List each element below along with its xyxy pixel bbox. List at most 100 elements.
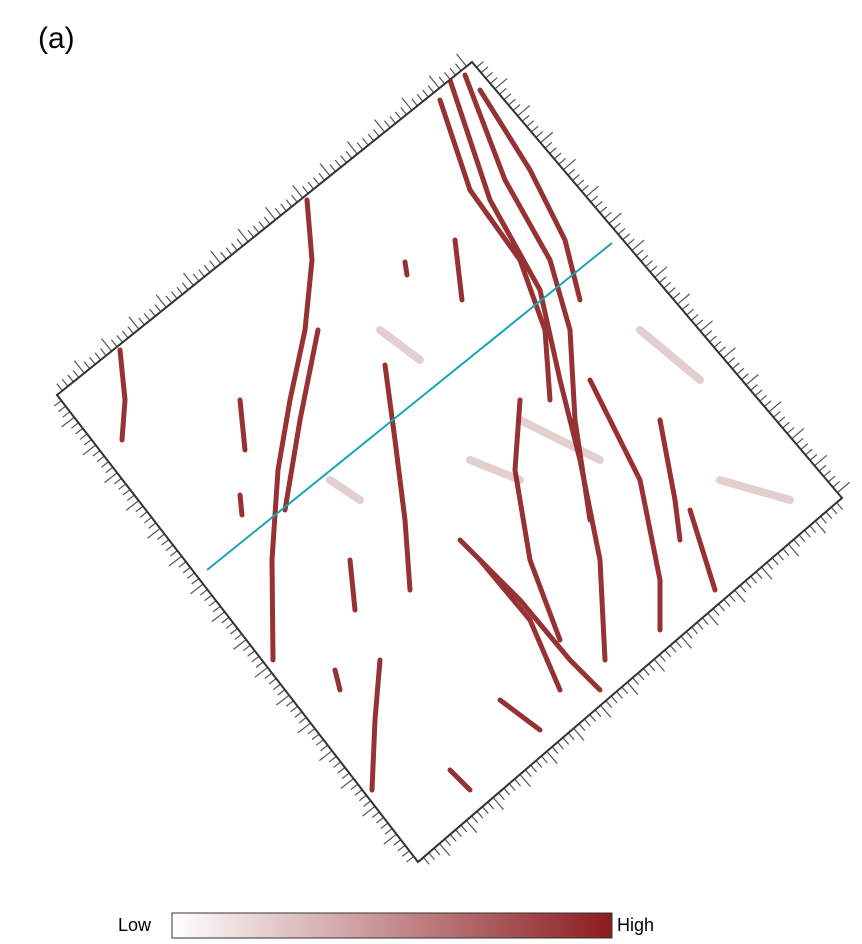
edge-tick: [728, 358, 735, 364]
edge-tick: [650, 266, 657, 272]
edge-tick: [646, 261, 653, 267]
edge-tick: [550, 148, 557, 154]
edge-tick: [319, 751, 332, 761]
edge-tick: [222, 617, 229, 623]
edge-tick: [477, 811, 483, 818]
edge-tick: [243, 645, 250, 651]
edge-tick: [248, 651, 255, 657]
edge-tick: [156, 295, 166, 307]
edge-tick: [434, 848, 440, 855]
edge-tick: [316, 740, 323, 746]
edge-tick: [334, 762, 341, 768]
edge-tick: [611, 696, 617, 703]
edge-tick: [398, 845, 405, 851]
edge-tick: [58, 406, 65, 412]
edge-tick: [298, 723, 311, 733]
edge-tick: [778, 417, 785, 423]
colorbar: [172, 913, 612, 938]
edge-tick: [276, 695, 289, 705]
edge-tick: [641, 255, 648, 261]
edge-tick: [831, 507, 837, 514]
edge-tick: [783, 422, 790, 428]
edge-tick: [769, 402, 781, 412]
edge-tick: [655, 267, 667, 277]
edge-tick: [490, 78, 497, 84]
edge-tick: [735, 590, 745, 602]
edge-tick: [212, 612, 225, 622]
edge-tick: [819, 465, 826, 471]
edge-tick: [308, 729, 315, 735]
edge-tick: [193, 274, 199, 281]
edge-tick: [232, 243, 238, 250]
edge-tick: [363, 138, 369, 145]
edge-tick: [833, 481, 840, 487]
edge-tick: [255, 667, 268, 677]
edge-tick: [810, 454, 817, 460]
edge-tick: [778, 553, 784, 560]
edge-tick: [493, 797, 503, 809]
edge-tick: [423, 90, 429, 97]
edge-tick: [636, 250, 643, 256]
edge-tick: [761, 567, 771, 579]
edge-tick: [359, 795, 366, 801]
edge-tick: [114, 478, 121, 484]
edge-tick: [155, 305, 161, 312]
edge-tick: [265, 673, 272, 679]
edge-tick: [230, 629, 237, 635]
edge-tick: [238, 229, 248, 241]
edge-tick: [568, 733, 574, 740]
edge-tick: [286, 701, 293, 707]
edge-tick: [183, 567, 190, 573]
edge-tick: [697, 622, 703, 629]
edge-tick: [111, 340, 117, 347]
edge-tick: [90, 357, 96, 364]
edge-tick: [745, 581, 751, 588]
edge-tick: [710, 336, 717, 342]
edge-tick: [724, 599, 730, 606]
edge-tick: [668, 288, 675, 294]
edge-tick: [764, 401, 771, 407]
edge-tick: [190, 584, 203, 594]
edge-tick: [205, 595, 212, 601]
edge-tick: [627, 682, 637, 694]
edge-tick: [632, 240, 644, 250]
edge-tick: [235, 634, 242, 640]
colorbar-high-label: High: [617, 915, 654, 935]
map-frame: [57, 62, 842, 862]
edge-tick: [579, 724, 585, 731]
edge-tick: [119, 484, 126, 490]
edge-tick: [531, 126, 538, 132]
edge-tick: [253, 226, 259, 233]
edge-tick: [372, 812, 379, 818]
edge-tick: [144, 313, 150, 320]
edge-tick: [713, 609, 719, 616]
edge-tick: [171, 292, 177, 299]
edge-tick: [123, 490, 130, 496]
edge-tick: [329, 756, 336, 762]
edge-tick: [796, 438, 803, 444]
edge-tick: [787, 428, 794, 434]
edge-tick: [335, 160, 341, 167]
edge-tick: [330, 165, 336, 172]
edge-tick: [445, 839, 451, 846]
edge-tick: [390, 116, 396, 123]
edge-tick: [536, 761, 542, 768]
edge-tick: [101, 349, 107, 356]
edge-tick: [681, 636, 691, 648]
edge-tick: [673, 293, 680, 299]
edge-tick: [63, 412, 70, 418]
figure: (a) Low High: [0, 0, 862, 944]
edge-tick: [554, 153, 561, 159]
edge-tick: [281, 204, 287, 211]
edge-tick: [515, 779, 521, 786]
edge-tick: [670, 645, 676, 652]
edge-tick: [509, 99, 516, 105]
edge-tick: [428, 86, 434, 93]
edge-tick: [450, 834, 456, 841]
edge-tick: [76, 428, 83, 434]
edge-tick: [364, 801, 371, 807]
panel-label: (a): [38, 22, 75, 55]
edge-tick: [824, 471, 831, 477]
edge-tick: [265, 207, 275, 219]
edge-tick: [678, 294, 690, 304]
